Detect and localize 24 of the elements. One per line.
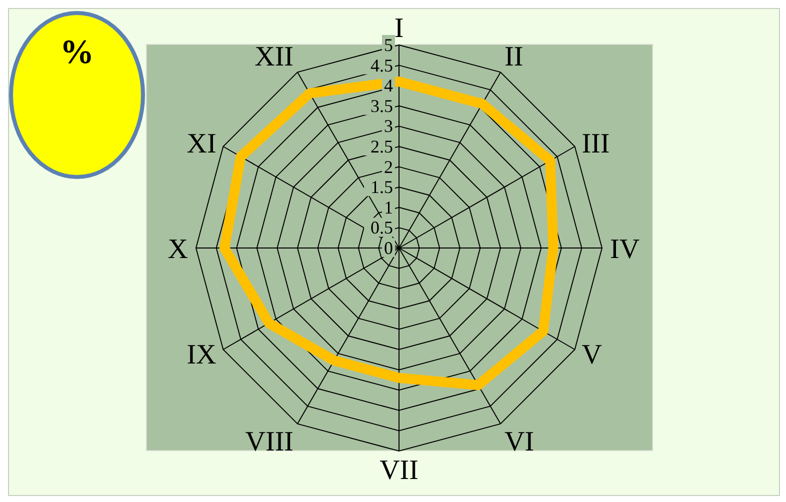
spoke-label: III [582, 128, 610, 160]
y-tick-label: 0.5 [370, 218, 393, 238]
spoke-label: IV [610, 234, 640, 265]
y-tick-label: 1 [384, 197, 393, 218]
y-tick-label: 4 [384, 76, 393, 96]
y-tick-label: 4.5 [370, 55, 393, 76]
spoke-label: XII [254, 41, 294, 72]
ellipse-badge: % [7, 9, 147, 181]
spoke-label: VIII [245, 426, 294, 458]
spoke-label: II [504, 41, 524, 72]
y-tick-label: 5 [384, 35, 393, 55]
y-tick-label: 1.5 [370, 177, 393, 198]
spoke-label: X [168, 234, 188, 265]
y-tick-label: 3 [384, 116, 393, 136]
spoke-label: VI [504, 426, 534, 458]
y-tick-label: 0 [384, 238, 393, 258]
y-tick-label: 2.5 [370, 136, 393, 156]
spoke-label: IX [186, 339, 216, 370]
spoke-label: V [582, 339, 602, 370]
y-tick-label: 3.5 [370, 96, 393, 116]
spoke-label: I [394, 13, 404, 44]
spoke-label: VII [380, 454, 418, 486]
spoke-label: XI [186, 128, 216, 160]
y-tick-label: 2 [384, 156, 393, 177]
